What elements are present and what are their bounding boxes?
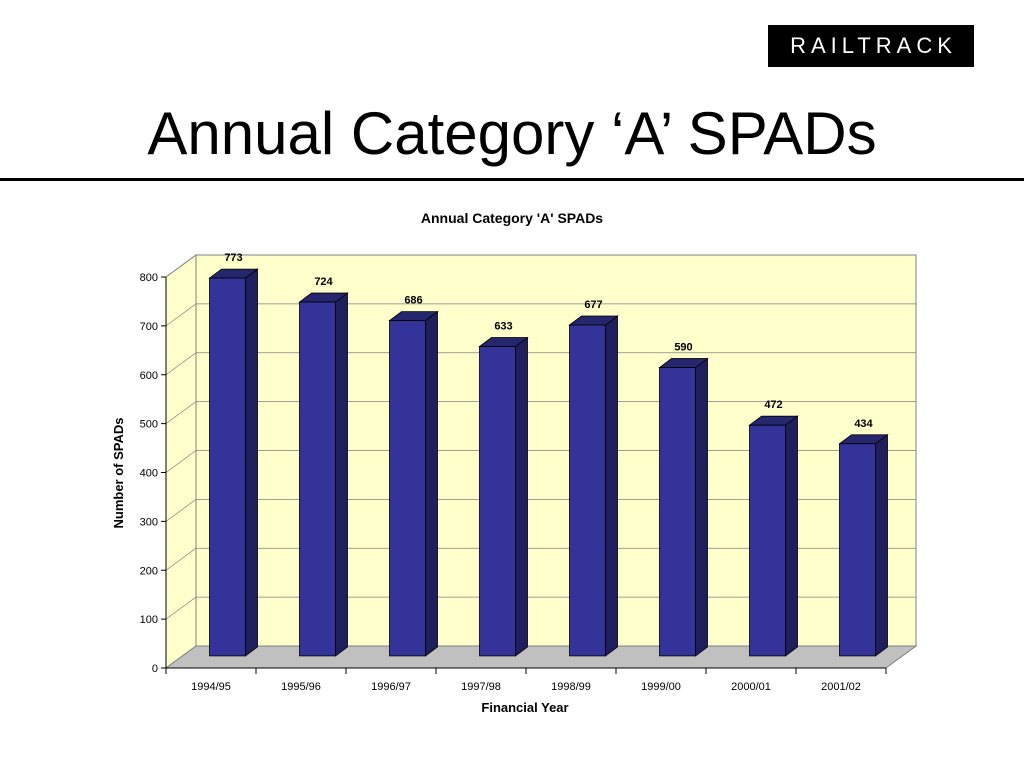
y-tick-label: 300 bbox=[140, 516, 158, 528]
bar-side bbox=[245, 268, 258, 657]
x-tick-label: 2000/01 bbox=[731, 681, 771, 693]
bar bbox=[749, 424, 786, 657]
y-gridline bbox=[165, 303, 916, 327]
slide-title: Annual Category ‘A’ SPADs bbox=[147, 100, 877, 167]
bar bbox=[659, 367, 696, 657]
x-tick-label: 1995/96 bbox=[281, 681, 321, 693]
bar bbox=[299, 301, 336, 657]
x-tick-label: 1997/98 bbox=[461, 681, 501, 693]
bar-side bbox=[695, 357, 708, 657]
y-tick-label: 800 bbox=[140, 272, 158, 284]
y-tick-label: 100 bbox=[140, 614, 158, 626]
bar-side bbox=[785, 415, 798, 657]
bar bbox=[389, 320, 426, 657]
x-tick-label: 1994/95 bbox=[191, 681, 231, 693]
chart-plot-area: 0 100 200 300 400 500 600 700 800 1994/95 773 1995/… bbox=[140, 252, 918, 693]
data-label: 633 bbox=[494, 321, 512, 333]
y-gridline bbox=[165, 352, 916, 376]
data-label: 686 bbox=[404, 295, 422, 307]
bar-side bbox=[875, 433, 888, 657]
y-tick-label: 600 bbox=[140, 370, 158, 382]
x-tick-label: 1999/00 bbox=[641, 681, 681, 693]
data-label: 773 bbox=[224, 252, 242, 264]
data-label: 590 bbox=[674, 342, 692, 354]
y-axis-title: Number of SPADs bbox=[111, 418, 126, 529]
data-label: 677 bbox=[584, 299, 602, 311]
bar bbox=[839, 443, 876, 657]
x-tick-label: 1996/97 bbox=[371, 681, 411, 693]
data-label: 724 bbox=[314, 276, 333, 288]
y-tick-label: 200 bbox=[140, 565, 158, 577]
bar-side bbox=[335, 292, 348, 657]
bar-side bbox=[425, 310, 438, 657]
bar-side bbox=[605, 315, 618, 657]
chart-floor bbox=[164, 645, 918, 669]
x-tick-label: 1998/99 bbox=[551, 681, 591, 693]
x-tick-label: 2001/02 bbox=[821, 681, 861, 693]
railtrack-logo: RAILTRACK bbox=[768, 25, 974, 67]
bar bbox=[479, 346, 516, 657]
y-tick-label: 400 bbox=[140, 468, 158, 480]
data-label: 434 bbox=[854, 418, 873, 430]
x-axis-title: Financial Year bbox=[481, 700, 568, 715]
bar-side bbox=[515, 336, 528, 657]
y-tick-label: 700 bbox=[140, 321, 158, 333]
y-tick-label: 500 bbox=[140, 419, 158, 431]
chart-title: Annual Category 'A' SPADs bbox=[421, 210, 603, 226]
data-label: 472 bbox=[764, 399, 782, 411]
title-divider bbox=[0, 178, 1024, 181]
bar bbox=[209, 277, 246, 657]
y-tick-label: 0 bbox=[152, 663, 158, 675]
bar bbox=[569, 324, 606, 657]
y-gridline bbox=[165, 254, 916, 278]
